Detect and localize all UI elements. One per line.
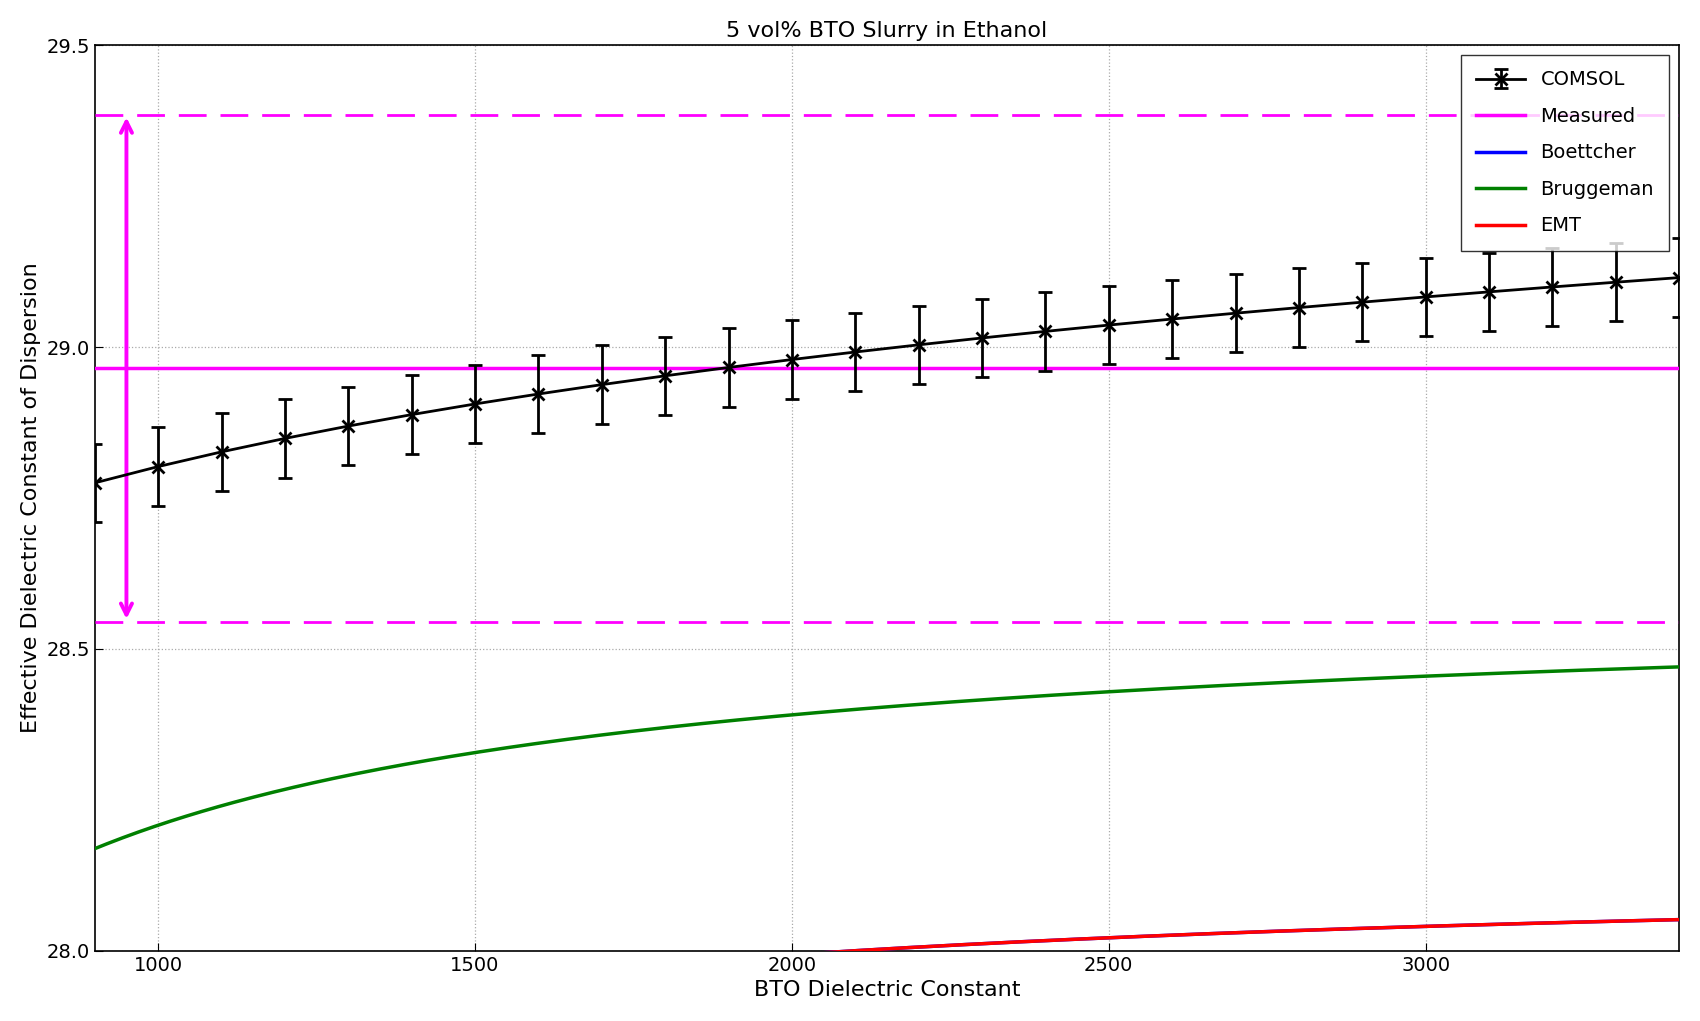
Bruggeman [275, 783, 296, 795]
Bruggeman [1236, 678, 1256, 690]
EMT [1081, 932, 1102, 944]
Boettcher [275, 1004, 296, 1016]
Line: EMT: EMT [95, 920, 1680, 1021]
EMT [1669, 914, 1690, 926]
Bruggeman [600, 728, 620, 740]
Bruggeman [1669, 661, 1690, 673]
Line: Bruggeman: Bruggeman [95, 667, 1680, 848]
Boettcher [1236, 926, 1256, 938]
Bruggeman [1227, 679, 1248, 691]
Line: Boettcher: Boettcher [95, 920, 1680, 1021]
Title: 5 vol% BTO Slurry in Ethanol: 5 vol% BTO Slurry in Ethanol [726, 20, 1047, 41]
EMT [1227, 926, 1248, 938]
Boettcher [1081, 932, 1102, 944]
Legend: COMSOL, Measured, Boettcher, Bruggeman, EMT: COMSOL, Measured, Boettcher, Bruggeman, … [1460, 55, 1669, 251]
Boettcher [1669, 914, 1690, 926]
Bruggeman [85, 842, 105, 855]
Boettcher [600, 963, 620, 975]
Boettcher [1227, 926, 1248, 938]
Bruggeman [712, 716, 733, 728]
Boettcher [712, 954, 733, 966]
EMT [1236, 926, 1256, 938]
EMT [712, 954, 733, 966]
X-axis label: BTO Dielectric Constant: BTO Dielectric Constant [753, 980, 1020, 1001]
Y-axis label: Effective Dielectric Constant of Dispersion: Effective Dielectric Constant of Dispers… [20, 262, 41, 733]
EMT [600, 963, 620, 975]
Bruggeman [1081, 687, 1102, 699]
EMT [275, 1004, 296, 1016]
